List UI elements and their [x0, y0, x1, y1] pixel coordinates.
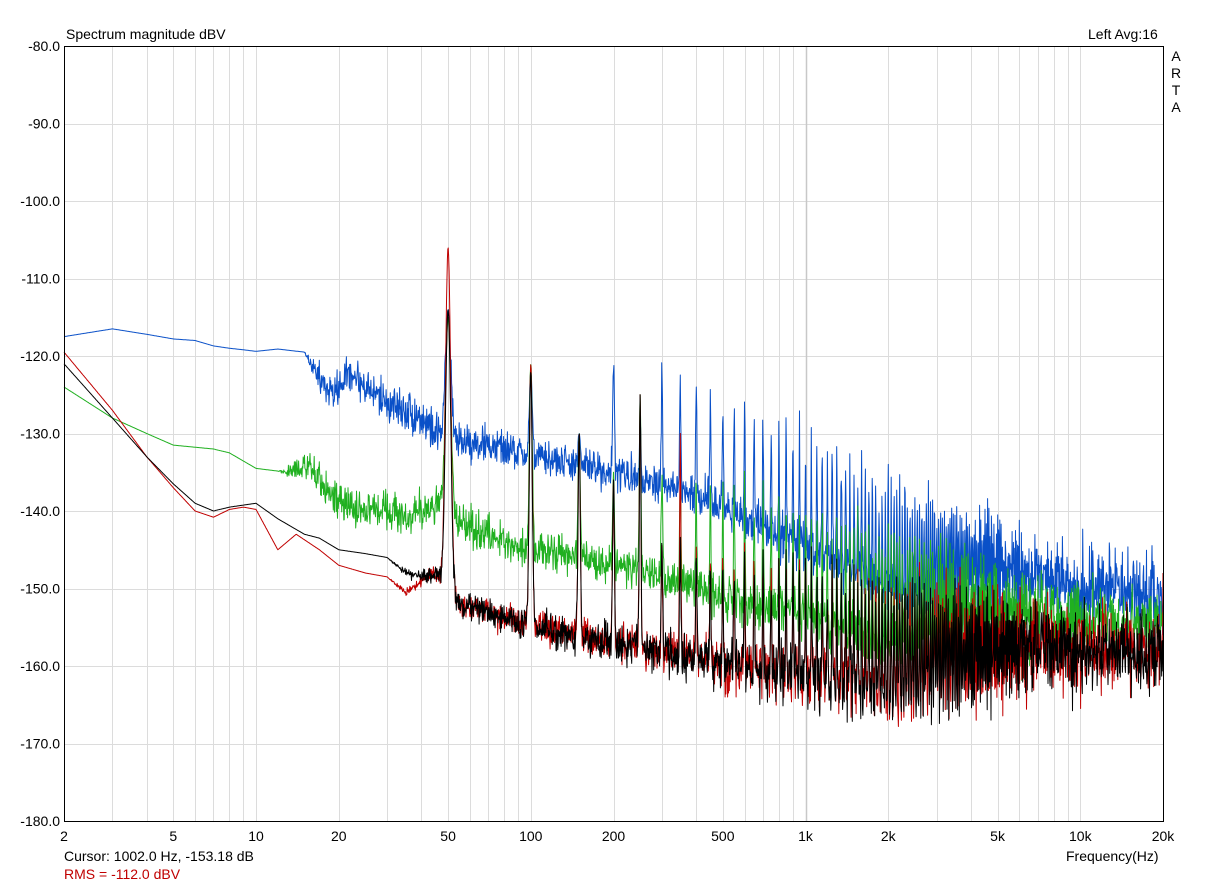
y-tick-label: -180.0 — [20, 813, 60, 829]
plot-frame — [64, 46, 1164, 822]
y-tick-label: -170.0 — [20, 736, 60, 752]
chart-title: Spectrum magnitude dBV — [66, 26, 226, 42]
x-axis-ticks: 2 5 10 20 50 100 200 500 1k 2k 5k 10k 20k — [60, 828, 1175, 844]
x-axis-label: Frequency(Hz) — [1066, 848, 1159, 864]
y-tick-label: -90.0 — [28, 116, 60, 132]
y-tick-label: -150.0 — [20, 581, 60, 597]
x-tick-label: 2 — [60, 828, 68, 844]
plot-series — [63, 247, 1164, 727]
x-tick-label: 20k — [1152, 828, 1176, 844]
y-tick-label: -140.0 — [20, 503, 60, 519]
x-tick-label: 10k — [1069, 828, 1093, 844]
y-tick-label: -80.0 — [28, 38, 60, 54]
y-axis-ticks: -80.0 -90.0 -100.0 -110.0 -120.0 -130.0 -140.0… — [20, 38, 60, 829]
series-line-4 — [63, 309, 1164, 726]
series-line-1 — [63, 309, 1164, 650]
grid-minor — [112, 46, 1081, 821]
x-tick-label: 1k — [798, 828, 814, 844]
x-tick-label: 2k — [881, 828, 897, 844]
x-tick-label: 50 — [440, 828, 456, 844]
x-tick-label: 10 — [248, 828, 264, 844]
y-tick-label: -130.0 — [20, 426, 60, 442]
y-tick-label: -120.0 — [20, 348, 60, 364]
channel-info: Left Avg:16 — [1088, 26, 1158, 42]
x-tick-label: 20 — [331, 828, 347, 844]
x-tick-label: 5 — [169, 828, 177, 844]
cursor-readout: Cursor: 1002.0 Hz, -153.18 dB — [64, 848, 254, 864]
y-tick-label: -110.0 — [21, 271, 60, 287]
y-tick-label: -100.0 — [20, 193, 60, 209]
x-tick-label: 500 — [711, 828, 735, 844]
rms-readout: RMS = -112.0 dBV — [64, 866, 181, 882]
x-tick-label: 100 — [519, 828, 543, 844]
x-tick-label: 5k — [990, 828, 1006, 844]
x-tick-label: 200 — [602, 828, 626, 844]
y-tick-label: -160.0 — [20, 658, 60, 674]
brand-label: A R T A — [1170, 48, 1182, 115]
